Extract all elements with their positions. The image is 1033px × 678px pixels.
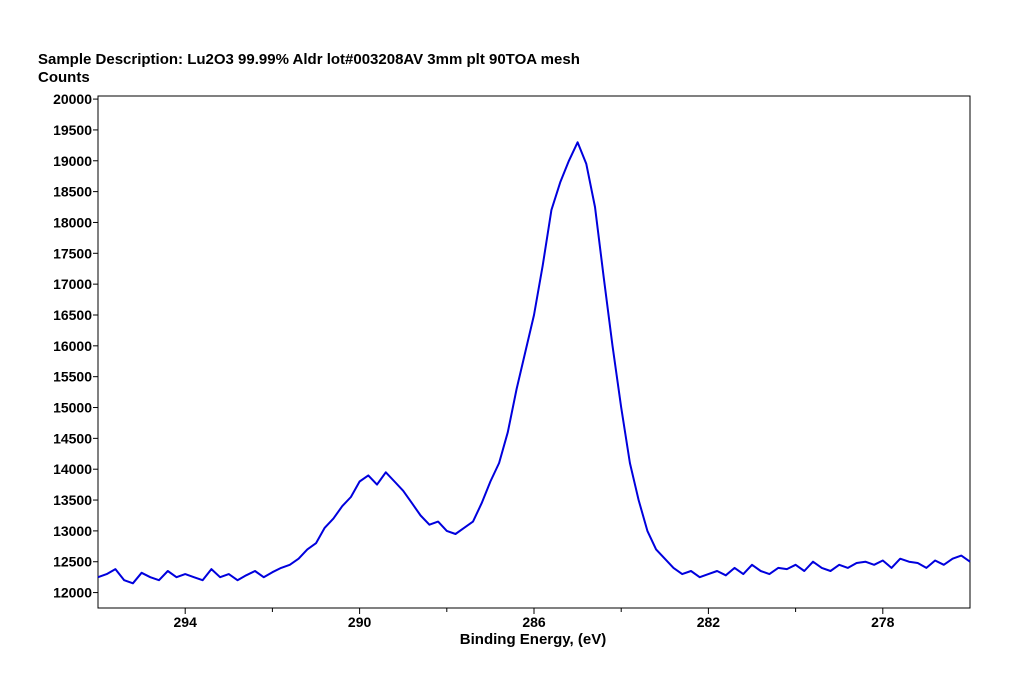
x-axis-label: Binding Energy, (eV) (460, 631, 606, 648)
y-tick-label: 13500 (53, 492, 92, 508)
y-tick-label: 19000 (53, 153, 92, 169)
chart-title: Sample Description: Lu2O3 99.99% Aldr lo… (38, 51, 580, 68)
y-tick-label: 16000 (53, 338, 92, 354)
x-tick-label: 282 (697, 614, 721, 630)
y-tick-label: 12000 (53, 585, 92, 601)
series-group (97, 141, 971, 585)
y-tick-label: 15500 (53, 369, 92, 385)
x-tick-label: 286 (522, 614, 546, 630)
y-tick-label: 15000 (53, 400, 92, 416)
x-axis: 294 290 286 282 278 (174, 608, 895, 630)
y-axis: 12000 12500 13000 13500 14000 14500 15000 15500… (53, 91, 98, 601)
y-tick-label: 14000 (53, 461, 92, 477)
x-tick-label: 278 (871, 614, 895, 630)
y-tick-label: 14500 (53, 430, 92, 446)
y-axis-label: Counts (38, 69, 90, 86)
series-line-0 (97, 141, 971, 585)
y-tick-label: 17000 (53, 276, 92, 292)
y-tick-label: 18500 (53, 184, 92, 200)
x-tick-label: 290 (348, 614, 372, 630)
y-tick-label: 12500 (53, 554, 92, 570)
y-tick-label: 13000 (53, 523, 92, 539)
plot-frame (97, 95, 971, 609)
y-tick-label: 17500 (53, 245, 92, 261)
y-tick-label: 20000 (53, 91, 92, 107)
y-tick-label: 19500 (53, 122, 92, 138)
y-tick-label: 18000 (53, 214, 92, 230)
y-tick-label: 16500 (53, 307, 92, 323)
x-tick-label: 294 (174, 614, 198, 630)
